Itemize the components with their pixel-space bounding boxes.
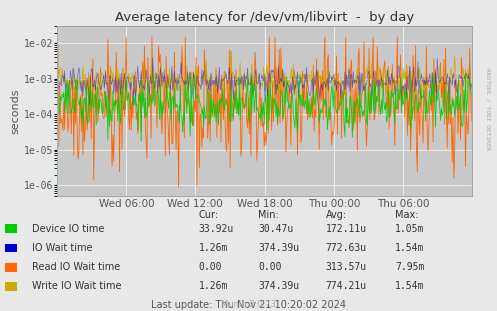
Text: Last update: Thu Nov 21 10:20:02 2024: Last update: Thu Nov 21 10:20:02 2024 xyxy=(151,300,346,310)
Bar xyxy=(471,26,472,196)
Text: 774.21u: 774.21u xyxy=(326,281,367,291)
Text: 0.00: 0.00 xyxy=(258,262,282,272)
Title: Average latency for /dev/vm/libvirt  -  by day: Average latency for /dev/vm/libvirt - by… xyxy=(115,11,414,24)
Text: 30.47u: 30.47u xyxy=(258,224,294,234)
Text: Min:: Min: xyxy=(258,210,279,220)
Text: 772.63u: 772.63u xyxy=(326,243,367,253)
Text: Device IO time: Device IO time xyxy=(32,224,105,234)
Text: Read IO Wait time: Read IO Wait time xyxy=(32,262,121,272)
Text: RRDTOOL / TOBI OETIKER: RRDTOOL / TOBI OETIKER xyxy=(486,67,491,150)
Text: 374.39u: 374.39u xyxy=(258,243,300,253)
Text: Write IO Wait time: Write IO Wait time xyxy=(32,281,122,291)
Text: Cur:: Cur: xyxy=(199,210,219,220)
Text: 374.39u: 374.39u xyxy=(258,281,300,291)
Text: 1.26m: 1.26m xyxy=(199,243,228,253)
Text: 1.54m: 1.54m xyxy=(395,281,424,291)
Y-axis label: seconds: seconds xyxy=(11,88,21,134)
Text: 7.95m: 7.95m xyxy=(395,262,424,272)
Text: 33.92u: 33.92u xyxy=(199,224,234,234)
Text: Max:: Max: xyxy=(395,210,418,220)
Text: IO Wait time: IO Wait time xyxy=(32,243,93,253)
Text: Avg:: Avg: xyxy=(326,210,347,220)
Text: 1.54m: 1.54m xyxy=(395,243,424,253)
Text: 313.57u: 313.57u xyxy=(326,262,367,272)
Text: 0.00: 0.00 xyxy=(199,262,222,272)
Text: 172.11u: 172.11u xyxy=(326,224,367,234)
Text: 1.05m: 1.05m xyxy=(395,224,424,234)
Bar xyxy=(57,26,59,196)
Text: 1.26m: 1.26m xyxy=(199,281,228,291)
Text: Munin 2.0.73: Munin 2.0.73 xyxy=(221,300,276,309)
